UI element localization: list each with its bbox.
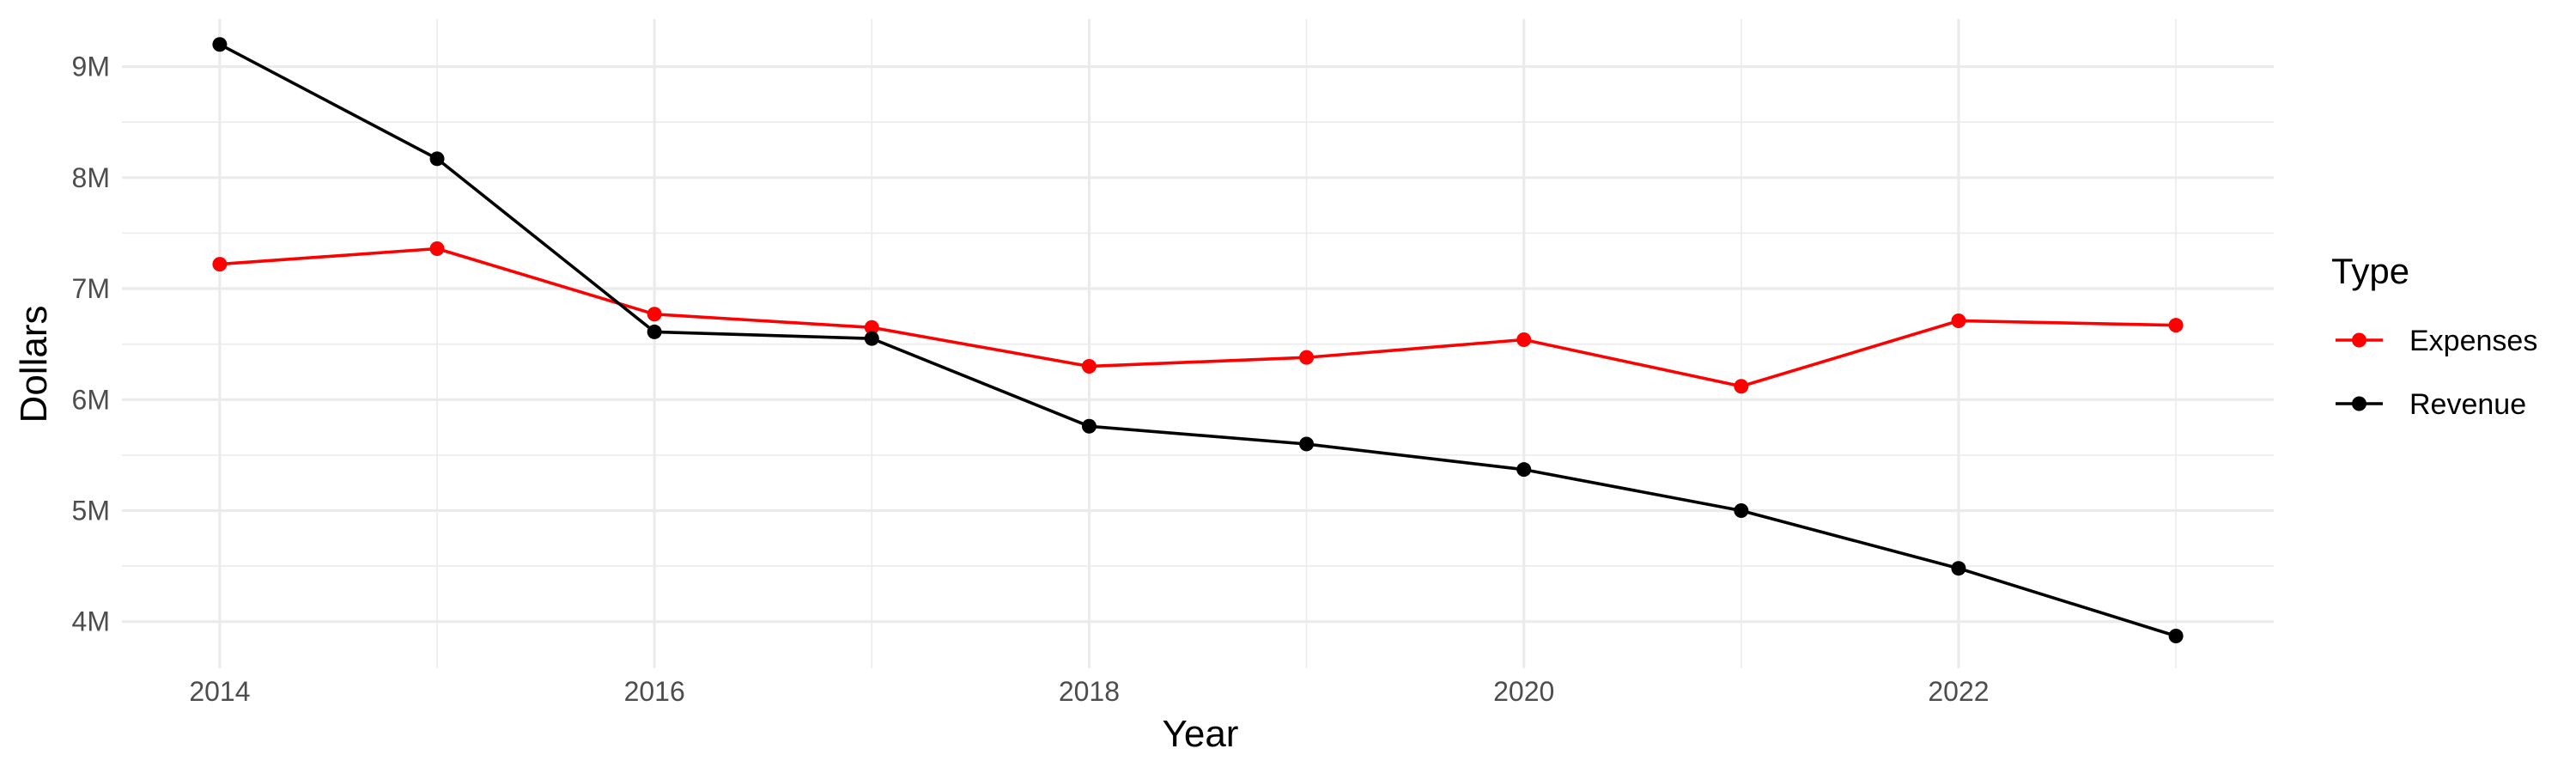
revenue-point: [2168, 629, 2184, 644]
minor-gridlines: [122, 19, 2274, 668]
y-axis-tick-labels: 4M 5M 6M 7M 8M 9M: [72, 52, 110, 637]
x-tick-label: 2018: [1059, 676, 1120, 707]
y-tick-label: 9M: [72, 52, 110, 82]
x-tick-label: 2020: [1493, 676, 1554, 707]
y-tick-label: 5M: [72, 495, 110, 526]
y-tick-label: 4M: [72, 606, 110, 637]
revenue-point: [1299, 436, 1315, 452]
revenue-point: [864, 331, 879, 346]
expenses-point: [1951, 313, 1966, 329]
x-axis-tick-labels: 2014 2016 2018 2020 2022: [189, 676, 1989, 707]
expenses-point: [864, 320, 879, 335]
y-tick-label: 7M: [72, 273, 110, 304]
expenses-point: [1081, 358, 1097, 374]
expenses-point: [2168, 318, 2184, 333]
y-tick-label: 8M: [72, 162, 110, 193]
expenses-point: [1734, 379, 1749, 394]
legend-title: Type: [2331, 251, 2409, 291]
revenue-point: [1734, 502, 1749, 518]
revenue-point: [429, 151, 445, 167]
expenses-point: [647, 307, 662, 322]
x-tick-label: 2022: [1928, 676, 1989, 707]
expenses-line: [219, 247, 2177, 388]
revenue-point: [1951, 561, 1966, 576]
revenue-point: [647, 324, 662, 339]
revenue-legend-key-point: [2352, 396, 2366, 411]
expenses-point: [1516, 332, 1532, 347]
legend: Type Expenses Revenue: [2331, 251, 2537, 421]
revenue-point: [1081, 418, 1097, 434]
y-axis-title: Dollars: [13, 306, 55, 423]
expenses-point: [1299, 350, 1315, 365]
revenue-legend-label: Revenue: [2409, 388, 2526, 421]
revenue-line: [219, 43, 2177, 638]
x-axis-title: Year: [1163, 713, 1239, 755]
series-layer: [212, 37, 2184, 644]
x-tick-label: 2014: [189, 676, 250, 707]
legend-items: Expenses Revenue: [2336, 325, 2537, 421]
expenses-point: [429, 241, 445, 257]
expenses-point: [212, 257, 228, 272]
expenses-legend-label: Expenses: [2409, 325, 2537, 357]
expenses-legend-key-point: [2352, 332, 2366, 348]
revenue-point: [1516, 462, 1532, 478]
y-tick-label: 6M: [72, 384, 110, 415]
revenue-point: [212, 37, 228, 52]
x-tick-label: 2016: [624, 676, 685, 707]
